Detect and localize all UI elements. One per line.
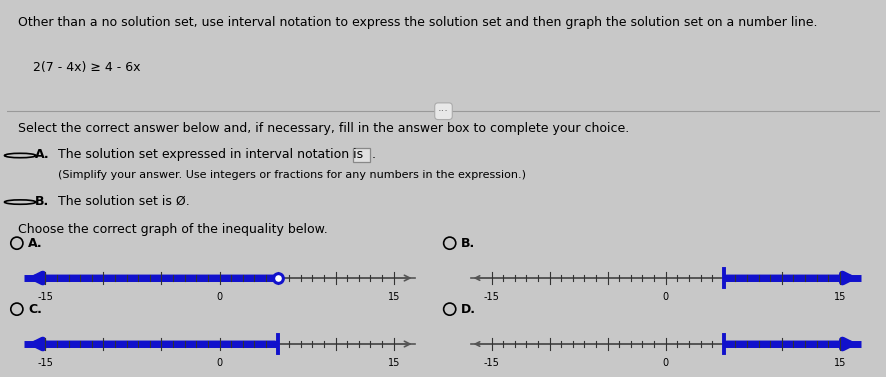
Text: -15: -15 — [483, 358, 499, 368]
Text: 2(7 - 4x) ≥ 4 - 6x: 2(7 - 4x) ≥ 4 - 6x — [34, 61, 141, 74]
Text: 0: 0 — [662, 292, 668, 302]
Text: C.: C. — [28, 303, 43, 316]
Text: -15: -15 — [37, 292, 53, 302]
Text: 15: 15 — [387, 292, 400, 302]
Text: 0: 0 — [216, 292, 222, 302]
Text: ···: ··· — [438, 106, 448, 116]
Text: 15: 15 — [387, 358, 400, 368]
Text: B.: B. — [461, 237, 475, 250]
Text: Select the correct answer below and, if necessary, fill in the answer box to com: Select the correct answer below and, if … — [18, 123, 628, 135]
Text: Other than a no solution set, use interval notation to express the solution set : Other than a no solution set, use interv… — [18, 16, 816, 29]
Text: (Simplify your answer. Use integers or fractions for any numbers in the expressi: (Simplify your answer. Use integers or f… — [58, 170, 525, 179]
Text: A.: A. — [28, 237, 43, 250]
Text: 15: 15 — [833, 358, 845, 368]
Text: 0: 0 — [662, 358, 668, 368]
Text: B.: B. — [35, 195, 50, 208]
Text: The solution set expressed in interval notation is: The solution set expressed in interval n… — [58, 149, 362, 161]
Text: .: . — [371, 149, 376, 161]
Text: The solution set is Ø.: The solution set is Ø. — [58, 195, 190, 208]
Text: -15: -15 — [483, 292, 499, 302]
Text: 15: 15 — [833, 292, 845, 302]
Text: Choose the correct graph of the inequality below.: Choose the correct graph of the inequali… — [18, 222, 327, 236]
Text: 0: 0 — [216, 358, 222, 368]
FancyBboxPatch shape — [353, 148, 369, 162]
Text: -15: -15 — [37, 358, 53, 368]
Text: D.: D. — [461, 303, 476, 316]
Text: A.: A. — [35, 149, 50, 161]
